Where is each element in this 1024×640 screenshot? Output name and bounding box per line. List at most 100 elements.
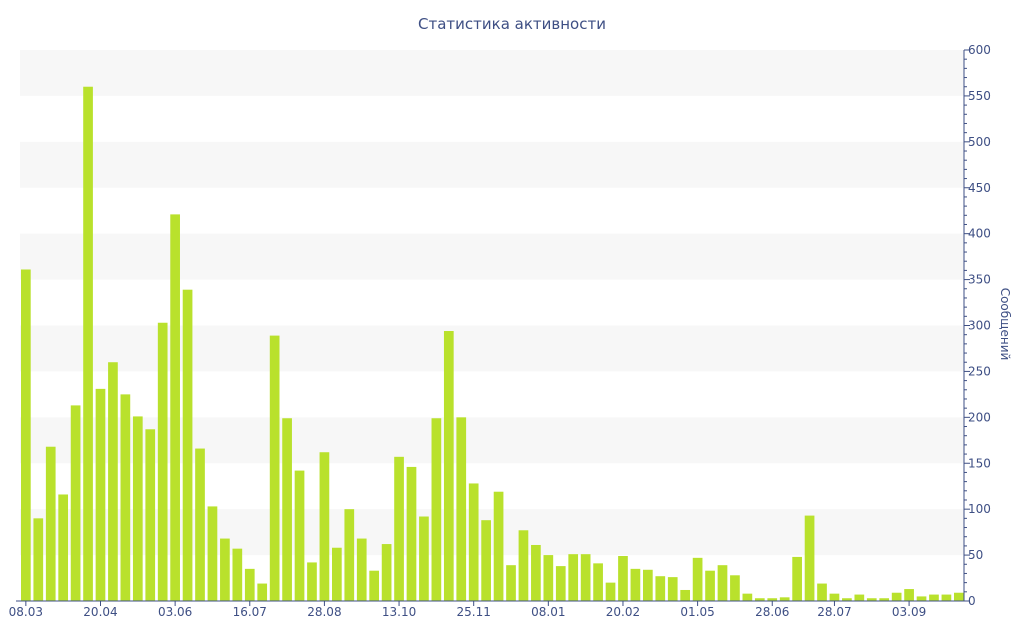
- bar[interactable]: [157, 322, 168, 601]
- bar[interactable]: [506, 565, 516, 601]
- bar[interactable]: [170, 214, 180, 602]
- bar[interactable]: [630, 568, 641, 601]
- bar[interactable]: [21, 269, 31, 601]
- bar[interactable]: [692, 557, 703, 601]
- bar[interactable]: [842, 598, 852, 601]
- bar[interactable]: [593, 563, 603, 601]
- bars: [21, 86, 964, 602]
- y-axis-ticks: 0 50 100 150 200 250 300 350 400 450 500 550 600: [964, 43, 991, 608]
- bar[interactable]: [667, 577, 678, 601]
- x-tick-label: 13.10: [382, 605, 416, 619]
- bar[interactable]: [481, 520, 491, 601]
- bar[interactable]: [618, 556, 628, 601]
- bar[interactable]: [792, 556, 802, 601]
- x-tick-label: 16.07: [233, 605, 267, 619]
- bar[interactable]: [132, 416, 143, 601]
- bar[interactable]: [543, 555, 554, 601]
- grid-band: [20, 233, 964, 280]
- bar[interactable]: [767, 598, 778, 601]
- bar[interactable]: [220, 538, 230, 601]
- bar[interactable]: [120, 394, 131, 601]
- bar[interactable]: [381, 544, 392, 601]
- y-tick-label: 550: [968, 89, 991, 103]
- bar[interactable]: [555, 566, 566, 601]
- bar[interactable]: [244, 568, 255, 601]
- bar[interactable]: [195, 448, 205, 601]
- bar[interactable]: [568, 554, 579, 601]
- bar[interactable]: [33, 518, 44, 601]
- bar[interactable]: [580, 554, 591, 601]
- x-axis-ticks: 08.03 20.04 03.06 16.07 28.08 13.10 25.11 08.01…: [9, 601, 926, 619]
- bar[interactable]: [282, 418, 292, 601]
- bar[interactable]: [269, 335, 280, 601]
- x-tick-label: 08.01: [531, 605, 565, 619]
- bar[interactable]: [145, 429, 156, 601]
- bar[interactable]: [443, 331, 454, 601]
- bar[interactable]: [307, 562, 317, 601]
- bar[interactable]: [879, 598, 890, 601]
- bar[interactable]: [95, 388, 106, 601]
- bar[interactable]: [643, 569, 653, 601]
- bar[interactable]: [717, 565, 728, 601]
- bar[interactable]: [705, 570, 715, 601]
- bar[interactable]: [904, 589, 914, 601]
- bar[interactable]: [929, 594, 939, 601]
- bar[interactable]: [419, 516, 429, 601]
- bar[interactable]: [954, 592, 964, 601]
- bar[interactable]: [468, 483, 479, 601]
- bar[interactable]: [182, 289, 193, 601]
- bar[interactable]: [730, 575, 740, 601]
- bar[interactable]: [817, 583, 827, 601]
- bar[interactable]: [779, 597, 790, 601]
- bar[interactable]: [866, 598, 877, 601]
- bar[interactable]: [742, 593, 753, 601]
- bar[interactable]: [257, 583, 268, 601]
- bar[interactable]: [891, 592, 902, 601]
- bar[interactable]: [369, 570, 380, 601]
- bar[interactable]: [332, 547, 342, 601]
- bar[interactable]: [232, 548, 243, 601]
- bar[interactable]: [680, 589, 691, 601]
- y-tick-label: 100: [968, 502, 991, 516]
- x-tick-label: 03.06: [158, 605, 192, 619]
- y-tick-label: 300: [968, 319, 991, 333]
- y-axis-label: Сообщений: [998, 288, 1012, 361]
- y-tick-label: 400: [968, 227, 991, 241]
- bar[interactable]: [916, 596, 927, 601]
- bar[interactable]: [344, 509, 355, 601]
- bar[interactable]: [941, 594, 952, 601]
- y-tick-label: 50: [968, 548, 983, 562]
- bar[interactable]: [58, 494, 69, 601]
- bar[interactable]: [854, 594, 865, 601]
- bar[interactable]: [493, 491, 504, 601]
- bar[interactable]: [655, 576, 666, 601]
- x-tick-label: 08.03: [9, 605, 43, 619]
- grid-band: [20, 50, 964, 96]
- bar[interactable]: [207, 506, 218, 601]
- x-tick-label: 20.02: [606, 605, 640, 619]
- bar[interactable]: [45, 446, 56, 601]
- bar[interactable]: [431, 418, 442, 601]
- bar[interactable]: [83, 86, 93, 601]
- bar[interactable]: [804, 515, 815, 601]
- bar[interactable]: [605, 582, 616, 601]
- x-tick-label: 28.08: [307, 605, 341, 619]
- y-tick-label: 500: [968, 135, 991, 149]
- bar[interactable]: [456, 417, 467, 601]
- bar[interactable]: [829, 593, 840, 601]
- bar[interactable]: [356, 538, 367, 601]
- bar[interactable]: [108, 362, 118, 601]
- y-tick-label: 200: [968, 410, 991, 424]
- bar[interactable]: [531, 544, 541, 601]
- y-tick-label: 450: [968, 181, 991, 195]
- bar[interactable]: [518, 530, 529, 601]
- bar[interactable]: [394, 456, 404, 601]
- bar[interactable]: [70, 405, 81, 601]
- bar[interactable]: [319, 452, 330, 601]
- x-tick-label: 20.04: [83, 605, 117, 619]
- bar[interactable]: [754, 598, 765, 601]
- y-tick-label: 600: [968, 43, 991, 57]
- bar[interactable]: [294, 470, 305, 601]
- bar[interactable]: [406, 466, 417, 601]
